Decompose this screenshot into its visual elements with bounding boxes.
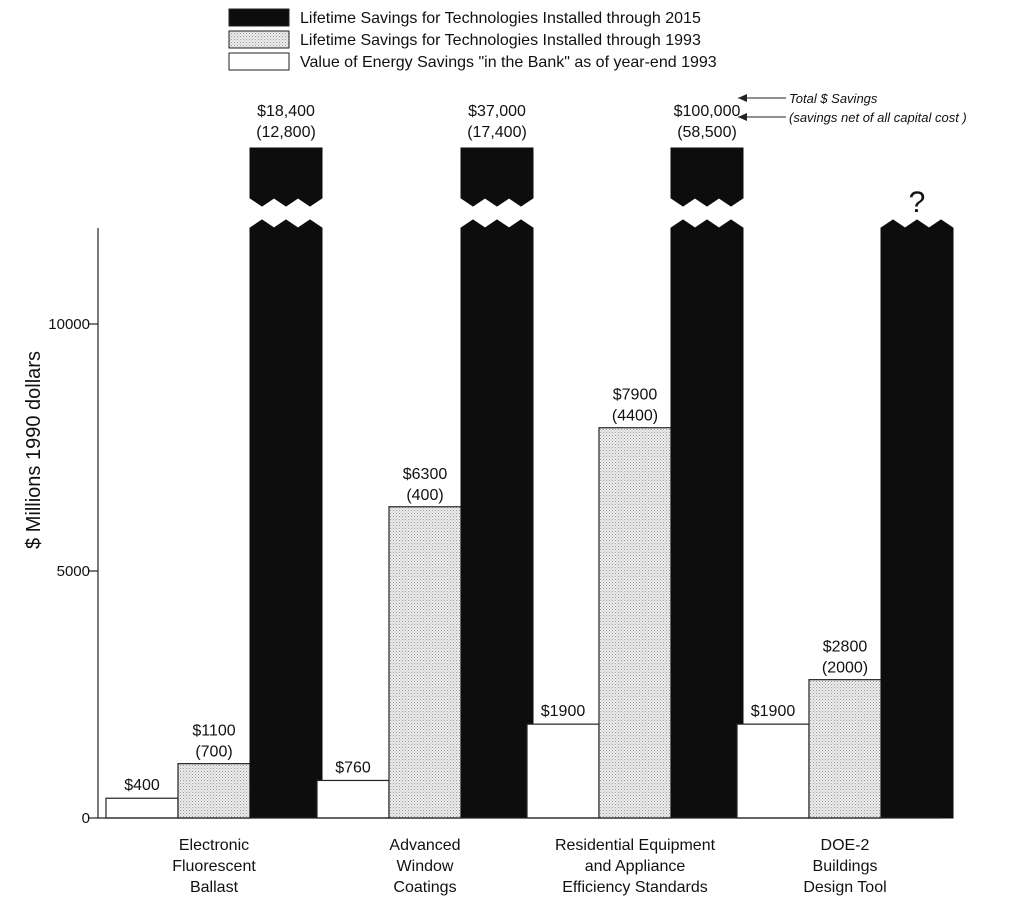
- bar-label: $400: [124, 777, 160, 794]
- bar-label-total: $18,400: [257, 103, 315, 120]
- bar-2015-lower: [880, 219, 954, 819]
- legend-swatch-stippled: [228, 30, 290, 49]
- category-labels: Electronic Fluorescent Ballast Advanced Wind…: [172, 837, 886, 896]
- annotations: Total $ Savings (savings net of all capit…: [738, 91, 967, 125]
- bar-2015-lower: [460, 219, 534, 819]
- y-tick-label: 5000: [57, 563, 90, 580]
- bar-stippled: [388, 506, 462, 819]
- bar-white: [526, 723, 600, 819]
- bar-2015-upper: [670, 147, 744, 207]
- y-tick-label: 0: [82, 810, 90, 827]
- legend-label-stippled: Lifetime Savings for Technologies Instal…: [300, 32, 701, 49]
- bar-white: [316, 779, 390, 819]
- bar-label: $1900: [541, 703, 586, 720]
- bar-stippled: [808, 679, 882, 819]
- y-tick-label: 10000: [48, 316, 90, 333]
- bar-label-net: (700): [195, 744, 232, 761]
- bar-label-net: (58,500): [677, 124, 737, 141]
- bar-label-total: $100,000: [674, 103, 741, 120]
- bar-label-net: (2000): [822, 660, 868, 677]
- category-label: Advanced: [389, 837, 460, 854]
- bar-2015-upper: [460, 147, 534, 207]
- category-label: Design Tool: [803, 879, 886, 896]
- bars: [98, 147, 954, 819]
- annotation-total-savings: Total $ Savings: [789, 91, 878, 106]
- legend-swatch-black: [228, 8, 290, 27]
- category-label: Fluorescent: [172, 858, 256, 875]
- bar-2015-lower: [249, 219, 323, 819]
- bar-label-total: $6300: [403, 466, 448, 483]
- annotation-net-savings: (savings net of all capital cost ): [789, 110, 967, 125]
- category-label: Residential Equipment: [555, 837, 716, 854]
- category-label: DOE-2: [821, 837, 870, 854]
- bar-label: $760: [335, 759, 371, 776]
- value-labels: $400 $1100 (700) $18,400 (12,800) $760 $6300 (4…: [124, 103, 925, 794]
- legend: Lifetime Savings for Technologies Instal…: [228, 8, 717, 71]
- bar-label-total: $1100: [192, 723, 235, 740]
- bar-label-net: (12,800): [256, 124, 316, 141]
- annotation-arrowhead: [738, 94, 747, 102]
- legend-label-black: Lifetime Savings for Technologies Instal…: [300, 10, 701, 27]
- bar-white: [736, 723, 810, 819]
- annotation-arrowhead: [738, 113, 747, 121]
- category-label: and Appliance: [585, 858, 686, 875]
- legend-label-white: Value of Energy Savings "in the Bank" as…: [300, 54, 717, 71]
- bar-label-unknown: ?: [909, 186, 926, 219]
- bar-stippled: [177, 763, 251, 819]
- y-axis: 0 5000 10000 $ Millions 1990 dollars: [23, 228, 99, 827]
- bar-label-net: (17,400): [467, 124, 527, 141]
- bar-label-total: $7900: [613, 387, 658, 404]
- category-label: Ballast: [190, 879, 239, 896]
- bar-label-total: $2800: [823, 639, 868, 656]
- bar-label-total: $37,000: [468, 103, 526, 120]
- category-label: Electronic: [179, 837, 249, 854]
- bar-white: [105, 797, 179, 819]
- bar-label: $1900: [751, 703, 796, 720]
- bar-2015-lower: [670, 219, 744, 819]
- bar-label-net: (4400): [612, 408, 658, 425]
- bar-2015-upper: [249, 147, 323, 207]
- bar-stippled: [598, 427, 672, 819]
- category-label: Window: [397, 858, 454, 875]
- bar-label-net: (400): [406, 487, 443, 504]
- category-label: Coatings: [393, 879, 456, 896]
- y-axis-title: $ Millions 1990 dollars: [23, 351, 45, 549]
- category-label: Efficiency Standards: [562, 879, 708, 896]
- legend-swatch-white: [228, 52, 290, 71]
- category-label: Buildings: [813, 858, 878, 875]
